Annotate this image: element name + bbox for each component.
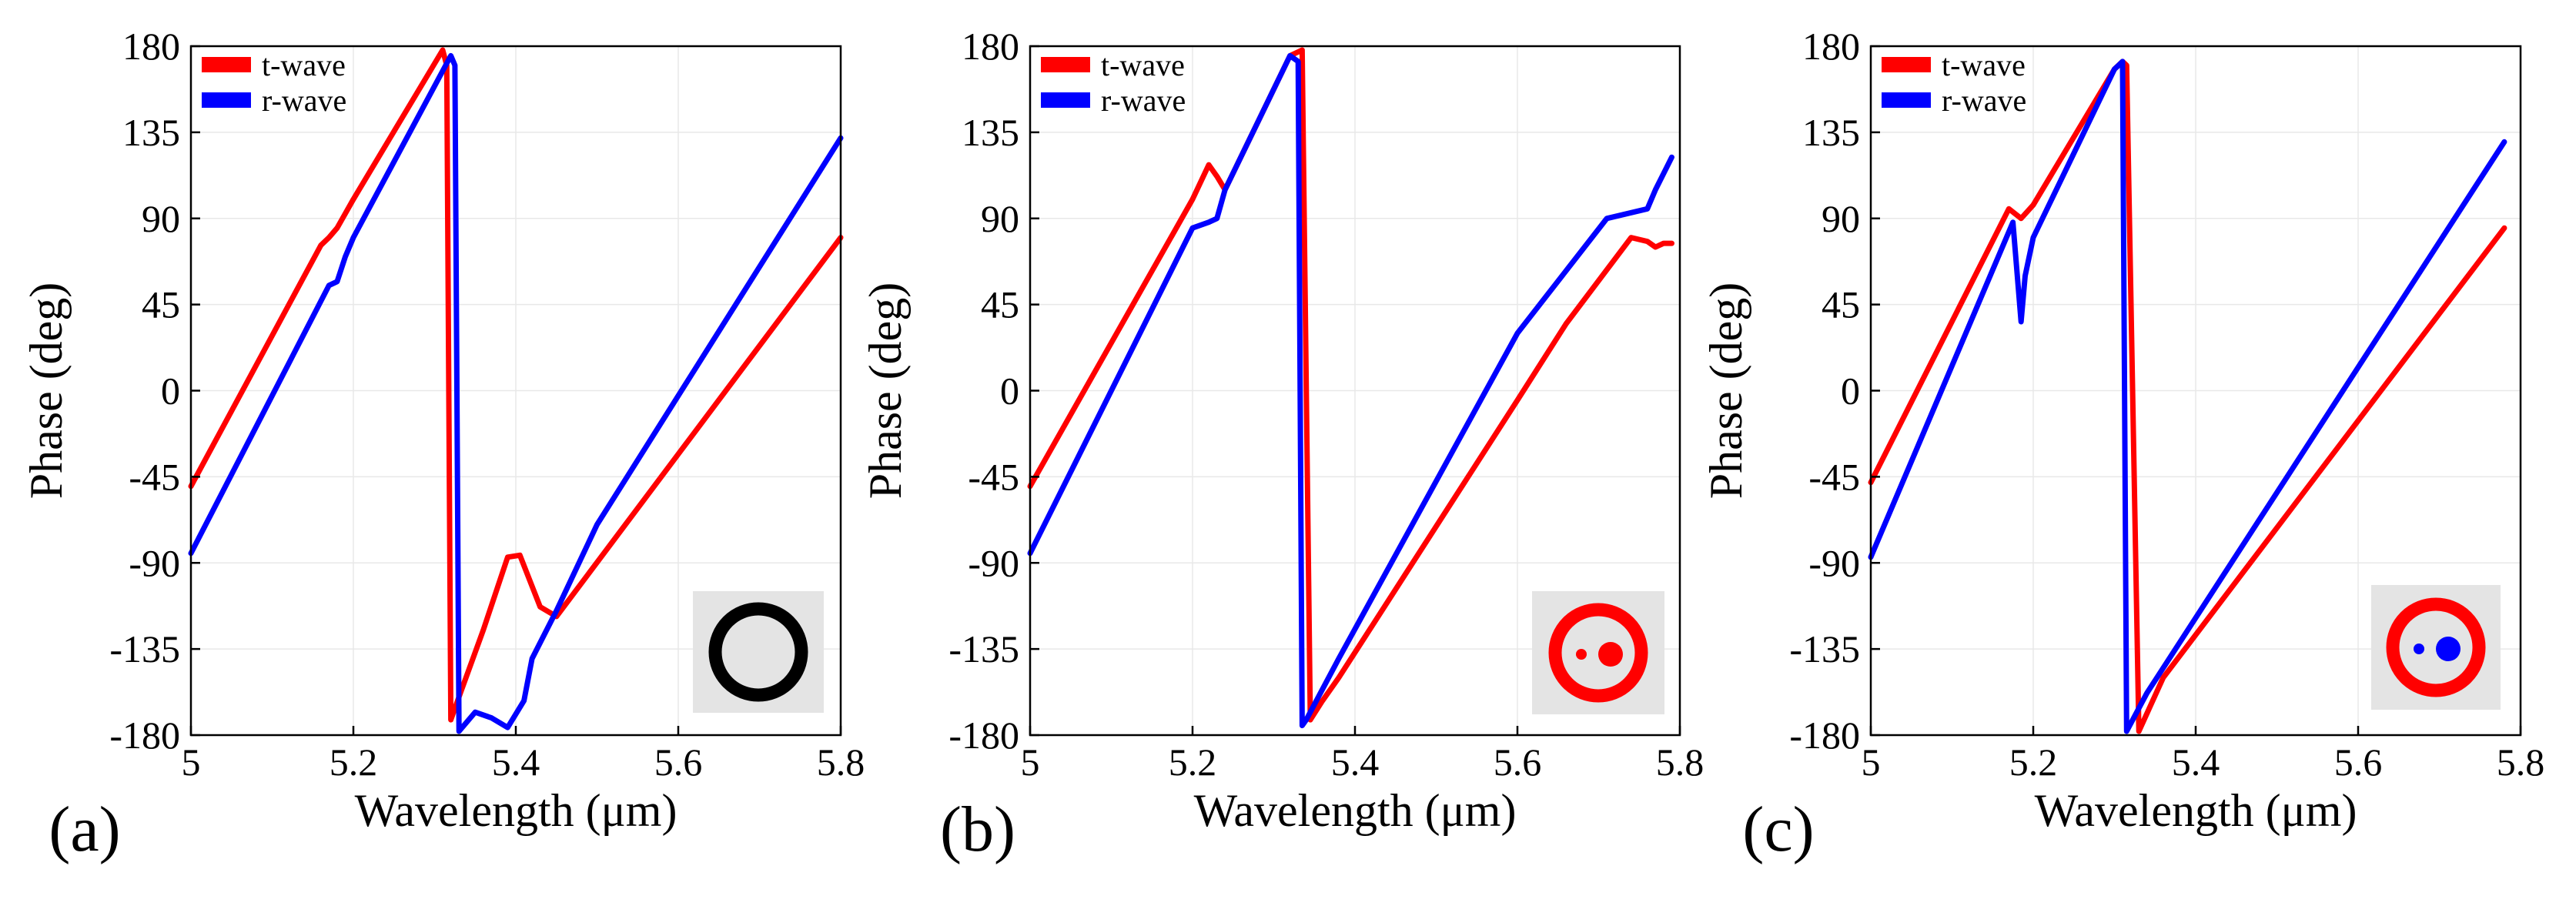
x-tick-label: 5.6 bbox=[654, 741, 703, 784]
y-axis-title: Phase (deg) bbox=[1701, 282, 1751, 500]
x-tick-label: 5 bbox=[1862, 741, 1881, 784]
x-tick-label: 5.2 bbox=[2009, 741, 2058, 784]
y-tick-label: 90 bbox=[981, 197, 1019, 240]
x-axis-title: Wavelength (μm) bbox=[1194, 785, 1517, 836]
inset-large-dot-icon bbox=[2436, 637, 2461, 661]
series-line-t-wave bbox=[188, 47, 844, 723]
y-tick-label: -90 bbox=[129, 541, 180, 584]
legend-label-t-wave: t-wave bbox=[1101, 48, 1185, 82]
y-tick-label: 135 bbox=[122, 111, 180, 154]
x-tick-label: 5 bbox=[182, 741, 201, 784]
inset-ring-icon bbox=[708, 602, 808, 702]
legend-swatch-r-wave bbox=[1882, 92, 1931, 108]
inset-ring-icon bbox=[1548, 603, 1648, 703]
y-tick-label: 135 bbox=[962, 111, 1019, 154]
y-tick-label: -135 bbox=[948, 627, 1019, 670]
y-tick-label: 180 bbox=[122, 25, 180, 68]
legend-swatch-t-wave bbox=[1882, 57, 1931, 72]
inset-ring-icon bbox=[2386, 597, 2486, 697]
x-tick-label: 5 bbox=[1021, 741, 1040, 784]
y-tick-label: -90 bbox=[968, 541, 1019, 584]
y-tick-label: 0 bbox=[1841, 369, 1860, 413]
y-tick-label: 180 bbox=[1802, 25, 1860, 68]
legend-label-r-wave: r-wave bbox=[262, 83, 346, 118]
y-tick-label: 90 bbox=[1822, 197, 1860, 240]
panel-label: (c) bbox=[1742, 794, 1814, 865]
series-line-r-wave bbox=[188, 52, 844, 734]
y-tick-label: -45 bbox=[1808, 455, 1860, 498]
legend-swatch-t-wave bbox=[202, 57, 251, 72]
inset-small-dot-icon bbox=[1576, 649, 1587, 660]
series-line-r-wave bbox=[1868, 59, 2507, 734]
y-tick-label: -135 bbox=[109, 627, 180, 670]
x-tick-label: 5.6 bbox=[1494, 741, 1542, 784]
y-tick-label: -45 bbox=[968, 455, 1019, 498]
series-line-r-wave bbox=[1027, 52, 1674, 729]
y-tick-label: 45 bbox=[1822, 283, 1860, 326]
y-tick-label: 135 bbox=[1802, 111, 1860, 154]
legend-label-t-wave: t-wave bbox=[262, 48, 346, 82]
x-tick-label: 5.4 bbox=[1331, 741, 1380, 784]
legend-label-r-wave: r-wave bbox=[1101, 83, 1186, 118]
x-tick-label: 5.4 bbox=[2172, 741, 2220, 784]
y-tick-label: -180 bbox=[109, 714, 180, 757]
legend-label-r-wave: r-wave bbox=[1942, 83, 2026, 118]
x-tick-label: 5.8 bbox=[2497, 741, 2545, 784]
x-tick-label: 5.8 bbox=[817, 741, 865, 784]
y-axis-title: Phase (deg) bbox=[21, 282, 72, 500]
y-axis-title: Phase (deg) bbox=[860, 282, 911, 500]
y-tick-label: -90 bbox=[1808, 541, 1860, 584]
panel-a: 5 5.2 5.4 5.6 5.8 180 135 90 45 0 -45 -90 -135 -180 Wa… bbox=[21, 25, 865, 865]
legend-swatch-r-wave bbox=[202, 92, 251, 108]
y-tick-label: 45 bbox=[142, 283, 180, 326]
x-tick-label: 5.6 bbox=[2334, 741, 2383, 784]
series-line-t-wave bbox=[1027, 47, 1674, 723]
legend-swatch-r-wave bbox=[1041, 92, 1090, 108]
y-tick-label: 180 bbox=[962, 25, 1019, 68]
y-tick-label: 0 bbox=[1000, 369, 1019, 413]
x-tick-label: 5.8 bbox=[1656, 741, 1705, 784]
x-tick-label: 5.2 bbox=[330, 741, 378, 784]
y-tick-label: 90 bbox=[142, 197, 180, 240]
inset-large-dot-icon bbox=[1598, 642, 1623, 667]
y-tick-label: -180 bbox=[1789, 714, 1860, 757]
y-tick-label: 45 bbox=[981, 283, 1019, 326]
x-axis-title: Wavelength (μm) bbox=[2035, 785, 2357, 836]
y-tick-label: -135 bbox=[1789, 627, 1860, 670]
legend-swatch-t-wave bbox=[1041, 57, 1090, 72]
y-tick-label: -45 bbox=[129, 455, 180, 498]
panel-label: (b) bbox=[940, 794, 1015, 865]
panel-c: 5 5.2 5.4 5.6 5.8 180 135 90 45 0 -45 -90 -135 -180 Wa… bbox=[1701, 25, 2544, 865]
inset-small-dot-icon bbox=[2414, 644, 2424, 654]
panel-label: (a) bbox=[49, 794, 120, 865]
y-tick-label: -180 bbox=[948, 714, 1019, 757]
x-tick-label: 5.4 bbox=[492, 741, 540, 784]
y-tick-label: 0 bbox=[161, 369, 180, 413]
legend-label-t-wave: t-wave bbox=[1942, 48, 2026, 82]
panel-b: 5 5.2 5.4 5.6 5.8 180 135 90 45 0 -45 -90 -135 -180 Wa… bbox=[860, 25, 1704, 865]
x-axis-title: Wavelength (μm) bbox=[355, 785, 677, 836]
x-tick-label: 5.2 bbox=[1169, 741, 1217, 784]
